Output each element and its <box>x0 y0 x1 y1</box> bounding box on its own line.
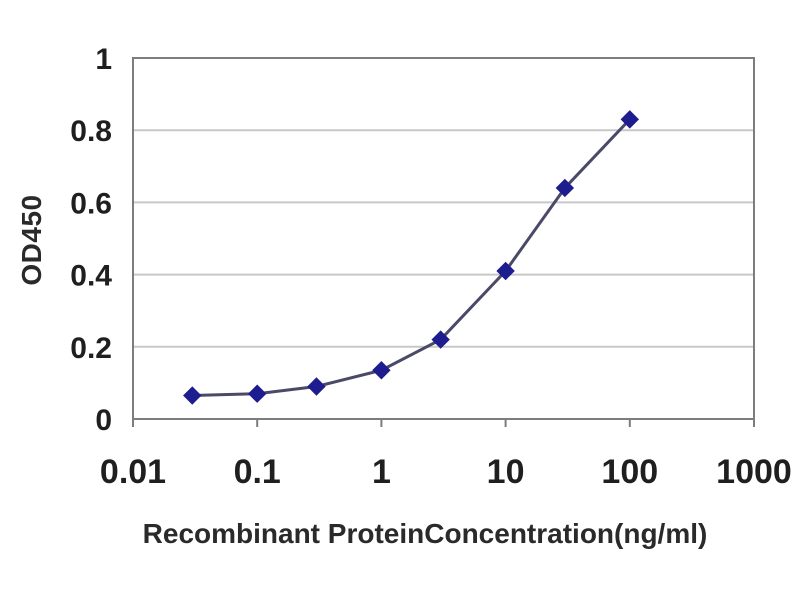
x-tick-label: 0.1 <box>234 453 281 491</box>
series-line <box>192 118 631 398</box>
plot-frame <box>132 57 755 420</box>
data-point-marker <box>431 330 450 349</box>
y-tick-label: 0.6 <box>70 187 112 220</box>
x-axis-title: Recombinant ProteinConcentration(ng/ml) <box>142 518 708 549</box>
y-tick-label: 0 <box>95 404 112 437</box>
y-tick-label: 0.8 <box>70 115 112 148</box>
data-point-marker <box>307 377 326 396</box>
y-axis-title: OD450 <box>16 194 47 286</box>
x-tick-label: 1 <box>372 453 391 491</box>
data-point-marker <box>496 261 515 281</box>
data-point-marker <box>555 178 575 198</box>
data-point-marker <box>183 386 202 405</box>
x-tick-label: 0.01 <box>100 453 166 491</box>
data-point-marker <box>247 384 267 403</box>
y-tick-label: 0.4 <box>70 260 112 293</box>
y-tick-label: 0.2 <box>70 332 112 365</box>
x-tick-label: 10 <box>487 453 525 491</box>
x-tick-label: 100 <box>601 453 658 491</box>
data-point-marker <box>620 110 640 129</box>
data-point-marker <box>372 361 391 380</box>
x-tick-label: 1000 <box>716 453 792 491</box>
y-tick-label: 1 <box>95 43 112 76</box>
